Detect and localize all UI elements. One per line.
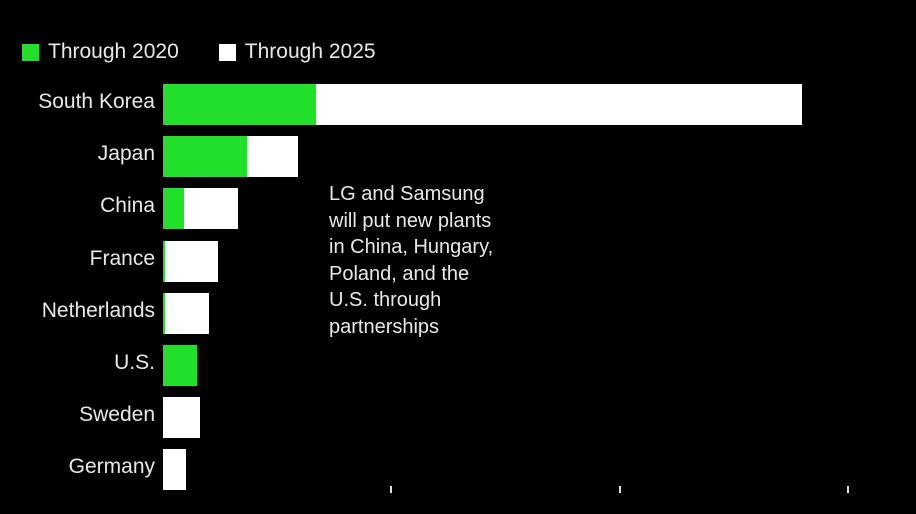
category-label: Sweden xyxy=(79,403,155,427)
annotation-line: in China, Hungary, xyxy=(329,236,494,258)
category-label: Japan xyxy=(97,142,155,166)
x-axis-tick xyxy=(390,486,393,493)
annotation-line: partnerships xyxy=(329,315,440,338)
x-axis-tick xyxy=(618,486,621,493)
legend: Through 2020 Through 2025 xyxy=(22,40,416,64)
bar-through-2020 xyxy=(163,292,166,334)
category-label: China xyxy=(100,194,155,218)
x-axis-tick xyxy=(847,486,849,493)
annotation-line: will put new plants xyxy=(329,209,492,232)
legend-item-through-2025: Through 2025 xyxy=(218,40,376,64)
legend-label: Through 2020 xyxy=(48,40,179,63)
bar-through-2020 xyxy=(163,345,198,386)
bar-through-2025 xyxy=(163,292,209,334)
bar-through-2025 xyxy=(163,449,186,491)
annotation: LG and Samsung will put new plants in Ch… xyxy=(329,181,569,340)
legend-swatch-white xyxy=(218,43,236,61)
bar-through-2020 xyxy=(163,188,184,230)
category-label: South Korea xyxy=(38,90,155,113)
category-label: U.S. xyxy=(114,351,155,374)
bar-through-2020 xyxy=(163,84,316,125)
bar-through-2025 xyxy=(163,240,218,282)
bar-through-2025 xyxy=(163,397,200,439)
annotation-line: Poland, and the xyxy=(329,262,470,285)
annotation-line: U.S. through xyxy=(329,289,442,311)
legend-item-through-2020: Through 2020 xyxy=(22,40,179,64)
bar-through-2020 xyxy=(163,136,248,178)
bar-through-2020 xyxy=(163,240,166,282)
category-label: Germany xyxy=(68,455,155,479)
annotation-line: LG and Samsung xyxy=(329,183,485,205)
legend-label: Through 2025 xyxy=(244,40,376,63)
category-label: Netherlands xyxy=(41,298,155,322)
legend-swatch-green xyxy=(22,43,39,61)
category-label: France xyxy=(89,246,155,270)
